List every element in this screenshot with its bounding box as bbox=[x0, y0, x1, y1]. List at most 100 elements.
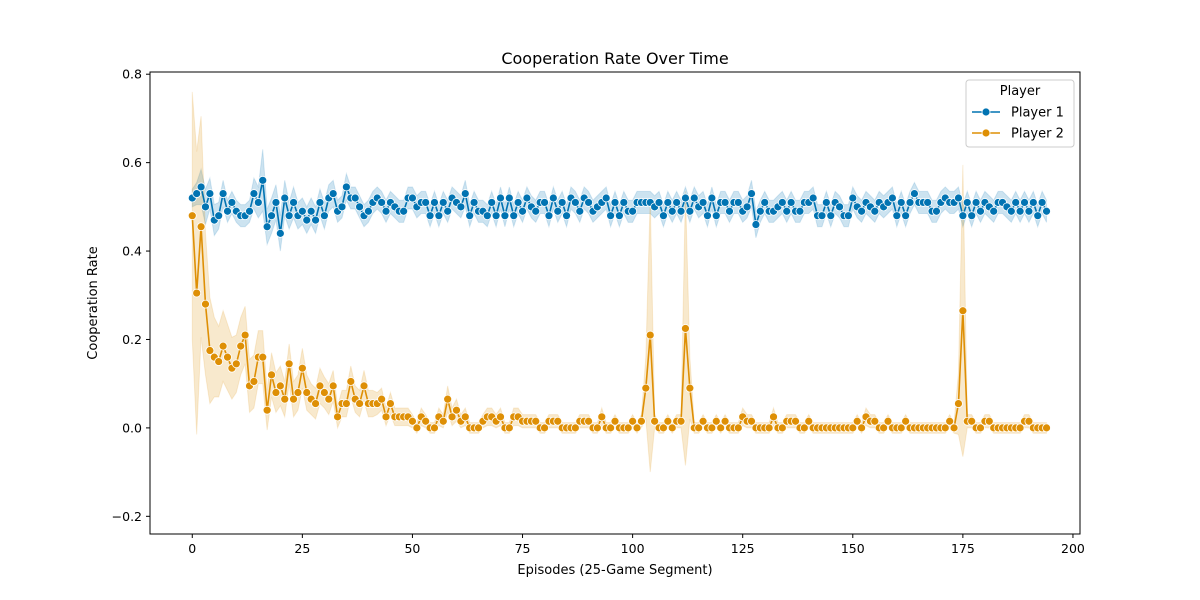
point-series-2 bbox=[205, 346, 215, 355]
point-series-2 bbox=[240, 330, 250, 340]
point-series-1 bbox=[315, 198, 325, 207]
point-series-2 bbox=[606, 423, 615, 433]
point-series-1 bbox=[958, 211, 968, 221]
point-series-1 bbox=[364, 206, 373, 216]
point-series-1 bbox=[381, 206, 391, 216]
point-series-1 bbox=[932, 206, 941, 216]
point-series-1 bbox=[742, 202, 752, 212]
point-series-1 bbox=[888, 193, 897, 203]
point-series-1 bbox=[245, 206, 254, 216]
point-series-2 bbox=[570, 423, 580, 433]
point-series-1 bbox=[355, 202, 365, 212]
point-series-2 bbox=[408, 416, 417, 426]
point-series-1 bbox=[703, 211, 712, 221]
point-series-2 bbox=[223, 352, 232, 362]
point-series-2 bbox=[1024, 416, 1034, 426]
point-series-1 bbox=[782, 206, 792, 216]
point-series-1 bbox=[698, 198, 708, 207]
point-series-1 bbox=[443, 206, 453, 216]
point-series-2 bbox=[901, 416, 911, 426]
point-series-2 bbox=[676, 416, 686, 426]
point-series-1 bbox=[284, 211, 294, 221]
chart-title: Cooperation Rate Over Time bbox=[501, 49, 728, 68]
legend-entries: Player 1 Player 2 bbox=[972, 106, 1064, 142]
point-series-1 bbox=[262, 222, 272, 232]
point-series-2 bbox=[852, 416, 862, 426]
point-series-1 bbox=[667, 206, 677, 216]
point-series-2 bbox=[685, 383, 695, 393]
point-series-1 bbox=[258, 175, 268, 185]
point-series-2 bbox=[848, 423, 858, 433]
point-series-2 bbox=[694, 423, 704, 433]
point-series-1 bbox=[544, 211, 554, 221]
point-series-1 bbox=[1011, 198, 1021, 207]
legend-marker-series-1 bbox=[981, 107, 991, 117]
point-series-1 bbox=[430, 198, 439, 207]
point-series-1 bbox=[760, 198, 770, 207]
point-series-2 bbox=[681, 324, 690, 333]
point-series-1 bbox=[460, 189, 470, 198]
point-series-2 bbox=[231, 359, 241, 369]
x-tick-label: 150 bbox=[841, 541, 865, 556]
point-series-2 bbox=[896, 423, 906, 433]
point-series-2 bbox=[319, 388, 329, 397]
point-series-1 bbox=[905, 198, 915, 207]
point-series-1 bbox=[676, 206, 686, 216]
point-series-2 bbox=[659, 423, 668, 433]
point-series-2 bbox=[447, 412, 457, 422]
point-series-1 bbox=[487, 198, 497, 207]
point-series-2 bbox=[214, 357, 224, 366]
point-series-1 bbox=[989, 206, 999, 216]
point-series-2 bbox=[297, 363, 307, 373]
point-series-2 bbox=[187, 211, 197, 221]
point-series-2 bbox=[857, 423, 866, 433]
point-series-2 bbox=[967, 416, 977, 426]
point-series-1 bbox=[297, 206, 307, 216]
point-series-1 bbox=[500, 211, 510, 221]
point-series-2 bbox=[218, 341, 228, 351]
point-series-1 bbox=[901, 211, 911, 221]
point-series-1 bbox=[553, 206, 563, 216]
point-series-2 bbox=[280, 394, 290, 404]
point-series-2 bbox=[421, 416, 431, 426]
point-series-1 bbox=[513, 198, 523, 207]
point-series-1 bbox=[755, 206, 765, 216]
point-series-2 bbox=[637, 416, 646, 426]
point-series-1 bbox=[425, 211, 435, 221]
point-series-2 bbox=[940, 423, 950, 433]
y-tick-label: 0.8 bbox=[122, 67, 142, 82]
y-tick-label: 0.2 bbox=[122, 332, 142, 347]
x-axis-title: Episodes (25-Game Segment) bbox=[517, 563, 712, 578]
point-series-2 bbox=[540, 423, 549, 433]
point-series-2 bbox=[341, 399, 351, 408]
point-series-2 bbox=[632, 423, 642, 433]
series-markers bbox=[187, 175, 1051, 433]
point-series-1 bbox=[337, 202, 347, 212]
point-series-1 bbox=[267, 211, 276, 221]
point-series-2 bbox=[386, 399, 395, 408]
point-series-2 bbox=[584, 416, 593, 426]
point-series-2 bbox=[438, 416, 448, 426]
point-series-1 bbox=[971, 198, 981, 207]
point-series-1 bbox=[857, 206, 866, 216]
point-series-1 bbox=[663, 198, 673, 207]
point-series-1 bbox=[482, 211, 492, 221]
point-series-1 bbox=[271, 198, 281, 207]
point-series-1 bbox=[733, 198, 743, 207]
point-series-2 bbox=[623, 423, 633, 433]
point-series-1 bbox=[835, 202, 844, 212]
point-series-1 bbox=[557, 198, 567, 207]
point-series-2 bbox=[984, 416, 994, 426]
point-series-2 bbox=[883, 416, 893, 426]
point-series-1 bbox=[522, 193, 532, 203]
ci-band-series-2 bbox=[191, 91, 1048, 473]
point-series-2 bbox=[769, 412, 778, 422]
point-series-2 bbox=[201, 299, 210, 309]
x-tick-label: 25 bbox=[294, 541, 310, 556]
point-series-2 bbox=[945, 416, 955, 426]
point-series-2 bbox=[641, 383, 651, 393]
point-series-1 bbox=[1033, 211, 1043, 221]
point-series-1 bbox=[540, 198, 549, 207]
point-series-2 bbox=[628, 416, 638, 426]
